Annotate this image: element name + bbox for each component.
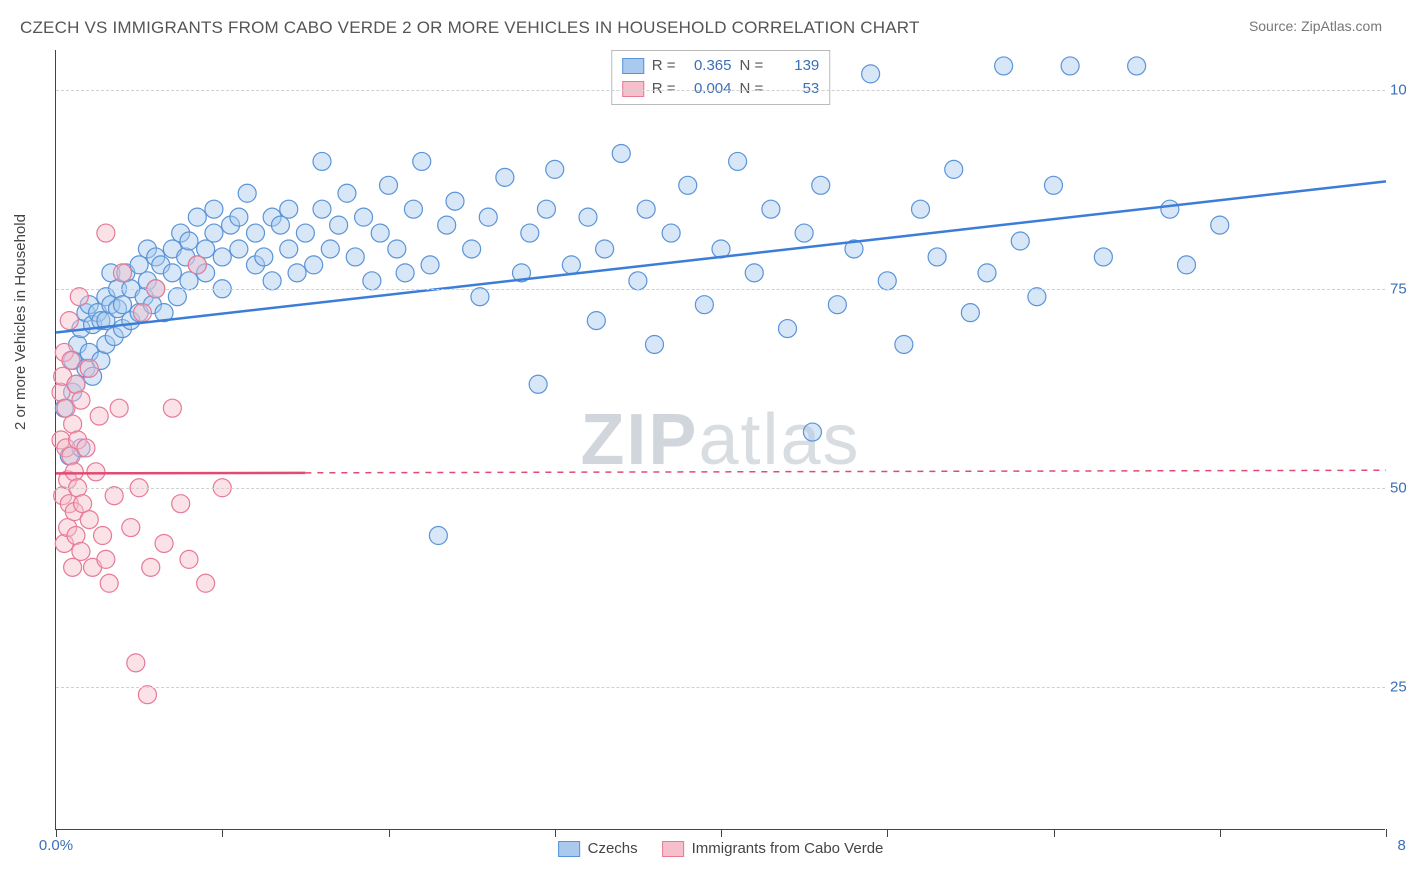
n-label: N = — [740, 78, 764, 101]
legend-row-czechs: R = 0.365 N = 139 — [622, 55, 820, 78]
x-tick-label: 80.0% — [1397, 837, 1406, 854]
series-legend: Czechs Immigrants from Cabo Verde — [558, 840, 884, 857]
legend-item-czechs: Czechs — [558, 840, 638, 857]
swatch-cabo-verde — [622, 81, 644, 97]
y-tick-label: 25.0% — [1390, 678, 1406, 695]
swatch-czechs — [622, 58, 644, 74]
swatch-czechs — [558, 841, 580, 857]
legend-row-cabo-verde: R = 0.004 N = 53 — [622, 78, 820, 101]
y-tick-label: 75.0% — [1390, 280, 1406, 297]
r-label: R = — [652, 55, 676, 78]
y-axis-label: 2 or more Vehicles in Household — [12, 214, 29, 430]
y-tick-label: 50.0% — [1390, 479, 1406, 496]
n-value-czechs: 139 — [771, 55, 819, 78]
correlation-legend: R = 0.365 N = 139 R = 0.004 N = 53 — [611, 50, 831, 105]
scatter-svg — [56, 50, 1385, 829]
r-value-czechs: 0.365 — [684, 55, 732, 78]
r-label: R = — [652, 78, 676, 101]
legend-label-czechs: Czechs — [588, 840, 638, 857]
y-tick-label: 100.0% — [1390, 81, 1406, 98]
r-value-cabo-verde: 0.004 — [684, 78, 732, 101]
chart-container: CZECH VS IMMIGRANTS FROM CABO VERDE 2 OR… — [0, 0, 1406, 892]
n-label: N = — [740, 55, 764, 78]
plot-area: ZIPatlas R = 0.365 N = 139 R = 0.004 N =… — [55, 50, 1385, 830]
legend-item-cabo-verde: Immigrants from Cabo Verde — [662, 840, 884, 857]
legend-label-cabo-verde: Immigrants from Cabo Verde — [692, 840, 884, 857]
x-tick-label: 0.0% — [39, 837, 73, 854]
source-label: Source: ZipAtlas.com — [1249, 18, 1382, 34]
chart-title: CZECH VS IMMIGRANTS FROM CABO VERDE 2 OR… — [20, 18, 920, 38]
n-value-cabo-verde: 53 — [771, 78, 819, 101]
swatch-cabo-verde — [662, 841, 684, 857]
